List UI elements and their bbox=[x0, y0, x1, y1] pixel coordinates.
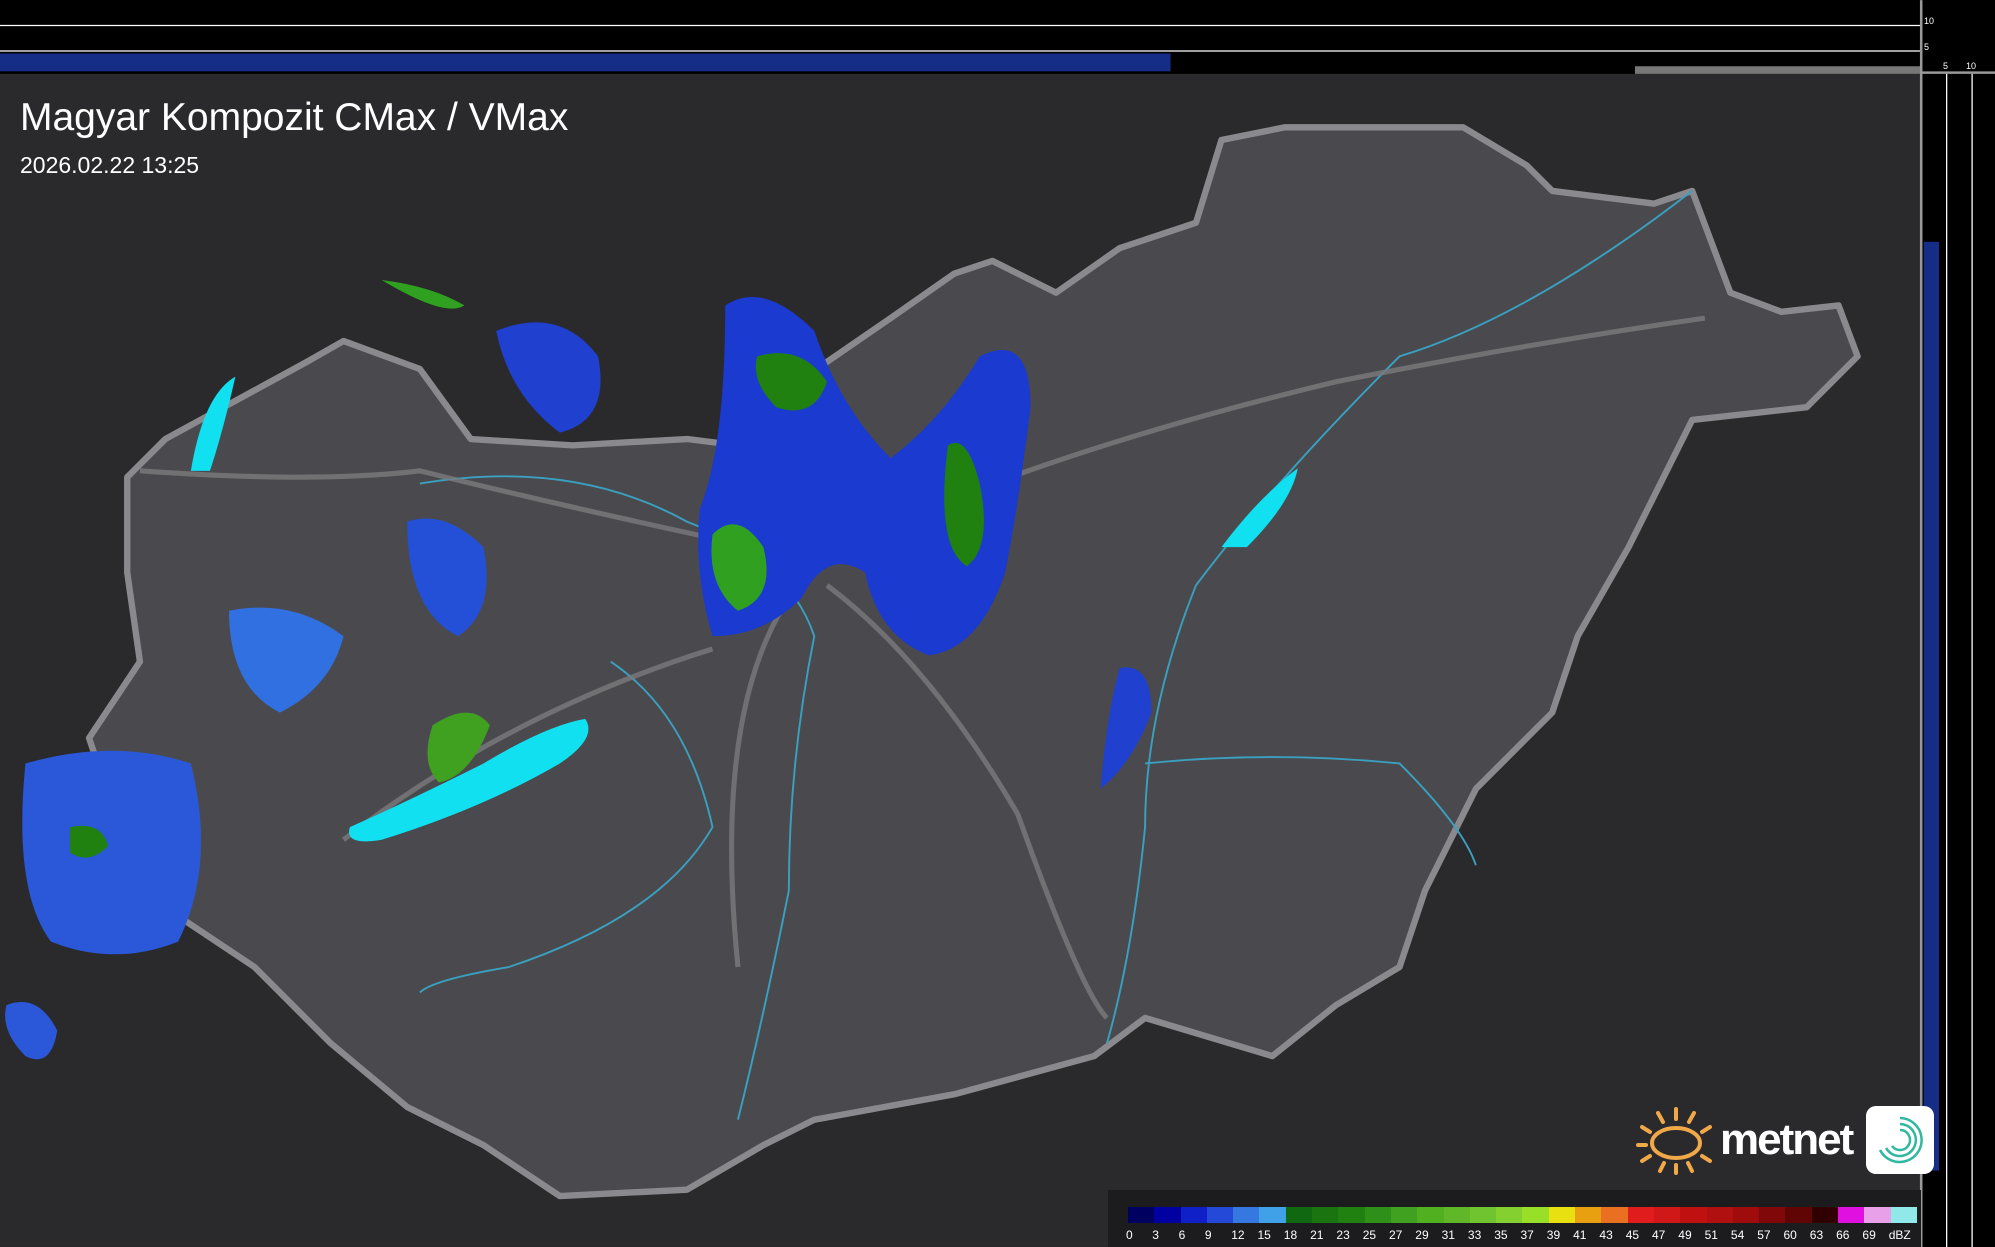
color-swatch bbox=[1364, 1207, 1391, 1223]
scale-label: 54 bbox=[1730, 1228, 1745, 1242]
scale-label: 69 bbox=[1862, 1228, 1876, 1242]
scale-label: 47 bbox=[1652, 1228, 1666, 1242]
color-swatch bbox=[1338, 1207, 1365, 1223]
color-swatch bbox=[1811, 1207, 1839, 1223]
scale-label: 12 bbox=[1231, 1228, 1245, 1242]
profile-tick: 5 bbox=[1924, 42, 1930, 52]
color-swatch bbox=[1838, 1207, 1865, 1223]
scale-label: 60 bbox=[1783, 1228, 1797, 1242]
color-swatch bbox=[1312, 1207, 1339, 1223]
lake-tisza bbox=[1221, 468, 1298, 548]
scale-label: 31 bbox=[1441, 1228, 1455, 1242]
color-swatch bbox=[1759, 1207, 1786, 1223]
color-swatch bbox=[1785, 1207, 1812, 1223]
color-swatch bbox=[1732, 1207, 1760, 1223]
spiral-icon bbox=[1866, 1106, 1935, 1174]
scale-label: 18 bbox=[1283, 1228, 1298, 1242]
scale-label: 21 bbox=[1310, 1228, 1324, 1242]
scale-label: 45 bbox=[1625, 1228, 1640, 1242]
color-swatch bbox=[1128, 1207, 1155, 1223]
color-swatch bbox=[1417, 1207, 1444, 1223]
scale-unit: dBZ bbox=[1888, 1228, 1911, 1242]
color-swatch bbox=[1469, 1207, 1497, 1223]
scale-label: 43 bbox=[1599, 1228, 1613, 1242]
scale-label: 37 bbox=[1520, 1228, 1534, 1242]
color-scale-legend: 0 3 6 9 12 15 18 21 23 25 27 29 31 33 35 37 39 41 43 45 47 49… bbox=[1108, 1190, 1921, 1247]
metnet-logo: metnet bbox=[1636, 1105, 1935, 1175]
color-swatch bbox=[1548, 1207, 1576, 1223]
scale-label: 66 bbox=[1836, 1228, 1850, 1242]
color-swatch bbox=[1575, 1207, 1602, 1223]
color-swatch bbox=[1706, 1207, 1733, 1223]
lake-balaton bbox=[348, 718, 589, 842]
color-swatch bbox=[1496, 1207, 1523, 1223]
scale-label: 25 bbox=[1362, 1228, 1377, 1242]
scale-label: 3 bbox=[1152, 1228, 1159, 1242]
scale-label: 49 bbox=[1678, 1228, 1692, 1242]
color-swatch bbox=[1154, 1207, 1181, 1223]
color-swatch bbox=[1390, 1207, 1418, 1223]
top-profile-terrain bbox=[1634, 66, 1922, 74]
sun-icon bbox=[1636, 1107, 1712, 1175]
color-swatch bbox=[1864, 1207, 1891, 1223]
color-swatch bbox=[1653, 1207, 1681, 1223]
scale-label: 6 bbox=[1178, 1228, 1186, 1242]
scale-label: 39 bbox=[1546, 1228, 1561, 1242]
lake-ferto bbox=[190, 376, 236, 471]
color-swatch bbox=[1680, 1207, 1707, 1223]
scale-label: 15 bbox=[1257, 1228, 1271, 1242]
scale-label: 29 bbox=[1415, 1228, 1429, 1242]
side-profile-echo bbox=[1923, 241, 1940, 1171]
rivers bbox=[419, 190, 1693, 1120]
color-swatch bbox=[1206, 1207, 1234, 1223]
map-title: Magyar Kompozit CMax / VMax bbox=[20, 96, 569, 139]
scale-label: 57 bbox=[1757, 1228, 1771, 1242]
scale-label: 35 bbox=[1494, 1228, 1508, 1242]
color-swatch bbox=[1233, 1207, 1260, 1223]
profile-tick: 5 bbox=[1943, 61, 1949, 71]
logo-text: metnet bbox=[1720, 1115, 1854, 1164]
lakes bbox=[190, 376, 1298, 842]
color-scale-bar bbox=[1128, 1207, 1917, 1223]
color-swatch bbox=[1259, 1207, 1286, 1223]
color-swatch bbox=[1443, 1207, 1470, 1223]
color-swatch bbox=[1601, 1207, 1628, 1223]
profile-tick: 10 bbox=[1966, 61, 1977, 71]
color-swatch bbox=[1627, 1207, 1654, 1223]
scale-label: 0 bbox=[1126, 1228, 1133, 1242]
scale-label: 33 bbox=[1467, 1228, 1482, 1242]
color-swatch bbox=[1180, 1207, 1207, 1223]
top-profile-echo bbox=[0, 53, 1171, 72]
scale-label: 63 bbox=[1809, 1228, 1824, 1242]
profile-tick: 10 bbox=[1924, 16, 1935, 26]
color-swatch bbox=[1522, 1207, 1549, 1223]
color-swatch bbox=[1890, 1207, 1917, 1223]
color-swatch bbox=[1285, 1207, 1313, 1223]
scale-label: 41 bbox=[1573, 1228, 1587, 1242]
map-timestamp: 2026.02.22 13:25 bbox=[20, 152, 200, 178]
radar-echoes bbox=[5, 279, 1152, 1060]
scale-label: 9 bbox=[1204, 1228, 1212, 1242]
scale-label: 27 bbox=[1389, 1228, 1403, 1242]
scale-label: 23 bbox=[1336, 1228, 1350, 1242]
scale-label: 51 bbox=[1704, 1228, 1718, 1242]
